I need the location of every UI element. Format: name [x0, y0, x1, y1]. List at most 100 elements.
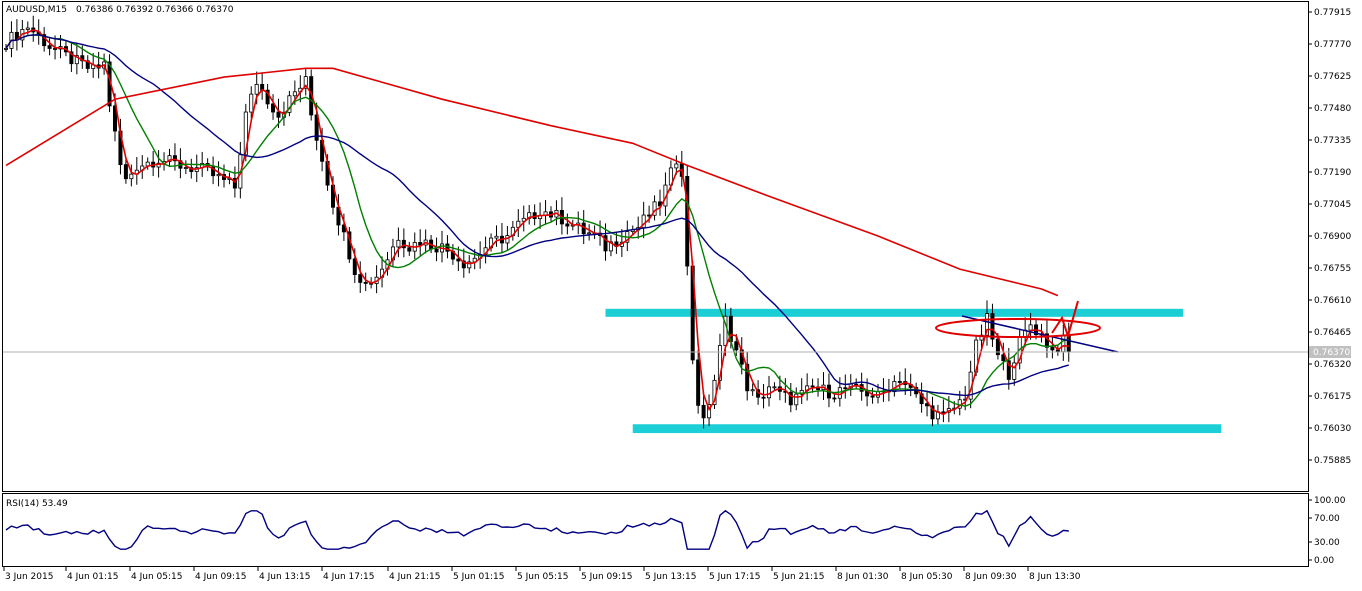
current-price-box: [1309, 346, 1351, 358]
candle-body: [467, 261, 472, 269]
candle-body: [1001, 354, 1006, 362]
quote-label: 0.76386 0.76392 0.76366 0.76370: [76, 5, 234, 15]
time-axis: 3 Jun 2015 4 Jun 01:15 4 Jun 05:15 4 Jun 09…: [3, 567, 1081, 582]
candle-body: [314, 114, 319, 141]
candle-body: [674, 163, 679, 169]
candle-body: [1061, 335, 1066, 353]
candle-body: [799, 390, 804, 395]
candle-body: [352, 258, 357, 275]
time-tick-label: 8 Jun 13:30: [1029, 572, 1081, 582]
candle-body: [990, 313, 995, 340]
candle-body: [292, 91, 297, 97]
candle-body: [870, 395, 875, 398]
candle-body: [608, 241, 613, 252]
candle-body: [505, 235, 510, 244]
candle-body: [652, 201, 657, 216]
annotations-layer: [935, 300, 1119, 353]
candle-body: [25, 27, 30, 30]
price-tick-label: 0.76755: [1314, 264, 1351, 274]
candle-body: [254, 83, 259, 95]
rsi-axis: 100.00 70.00 30.00 0.00: [1308, 496, 1346, 566]
price-tick-label: 0.76610: [1314, 296, 1351, 306]
zones-layer: [605, 308, 1222, 434]
candle-body: [129, 173, 134, 180]
time-tick-label: 4 Jun 13:15: [259, 572, 310, 582]
candle-body: [696, 359, 701, 406]
candle-body: [69, 51, 74, 65]
candle-body: [216, 174, 221, 177]
price-tick-label: 0.77190: [1314, 168, 1351, 178]
price-tick-label: 0.77335: [1314, 136, 1351, 146]
candle-body: [810, 385, 815, 388]
time-tick-label: 4 Jun 21:15: [389, 572, 440, 582]
candle-body: [183, 167, 188, 169]
candle-body: [249, 93, 254, 113]
candle-body: [1050, 346, 1055, 351]
candle-body: [837, 387, 842, 399]
time-tick-label: 5 Jun 01:15: [453, 572, 504, 582]
rsi-tick-label: 100.00: [1314, 496, 1346, 506]
time-tick-label: 8 Jun 09:30: [965, 572, 1017, 582]
candle-body: [494, 235, 499, 239]
candle-body: [123, 164, 128, 180]
time-tick-label: 5 Jun 17:15: [709, 572, 760, 582]
candle-body: [358, 274, 363, 283]
candle-body: [276, 111, 281, 118]
rsi-tick-label: 30.00: [1314, 538, 1340, 548]
candle-body: [647, 214, 652, 217]
candle-body: [4, 48, 9, 50]
ma-mid-line: [5, 34, 1069, 407]
candle-body: [74, 55, 79, 65]
candle-body: [832, 397, 837, 400]
candle-body: [1012, 362, 1017, 380]
candle-body: [363, 282, 368, 284]
price-tick-label: 0.77480: [1314, 104, 1351, 114]
price-tick-label: 0.76030: [1314, 424, 1351, 434]
candle-body: [587, 232, 592, 235]
candle-body: [734, 341, 739, 351]
candle-body: [767, 386, 772, 399]
candle-body: [271, 103, 276, 113]
price-tick-label: 0.77915: [1314, 8, 1351, 18]
moving-averages-layer: [5, 28, 1069, 416]
candle-body: [303, 76, 308, 89]
candle-body: [897, 381, 902, 383]
rsi-tick-label: 0.00: [1314, 556, 1334, 566]
candle-body: [113, 105, 118, 132]
time-tick-label: 5 Jun 05:15: [517, 572, 568, 582]
candle-body: [47, 45, 52, 49]
rsi-layer: [5, 509, 1069, 550]
main-panel-frame: [2, 1, 1309, 492]
rsi-label: RSI(14) 53.49: [6, 499, 68, 509]
candle-body: [53, 48, 58, 50]
candle-body: [434, 248, 439, 253]
candle-body: [418, 242, 423, 246]
candle-body: [750, 389, 755, 392]
support-resistance-zone: [605, 308, 1184, 317]
time-tick-label: 3 Jun 2015: [5, 572, 53, 582]
rsi-tick-label: 70.00: [1314, 514, 1340, 524]
time-tick-label: 4 Jun 01:15: [67, 572, 118, 582]
candle-body: [788, 391, 793, 406]
time-tick-label: 8 Jun 01:30: [837, 572, 889, 582]
candle-body: [287, 95, 292, 113]
candle-body: [565, 223, 570, 227]
candle-body: [707, 404, 712, 419]
symbol-label: AUDUSD,M15: [6, 5, 67, 15]
current-price-label: 0.76370: [1313, 348, 1350, 358]
candle-body: [232, 177, 237, 189]
ma-slow-line: [5, 34, 1069, 397]
candle-body: [930, 405, 935, 420]
time-tick-label: 8 Jun 05:30: [901, 572, 953, 582]
candle-body: [701, 404, 706, 419]
candle-body: [396, 239, 401, 248]
candle-body: [211, 166, 216, 177]
candle-body: [603, 235, 608, 252]
candle-body: [172, 155, 177, 162]
ma-long-line: [5, 67, 1059, 297]
candle-body: [407, 247, 412, 252]
candle-body: [456, 258, 461, 262]
candle-body: [461, 260, 466, 269]
